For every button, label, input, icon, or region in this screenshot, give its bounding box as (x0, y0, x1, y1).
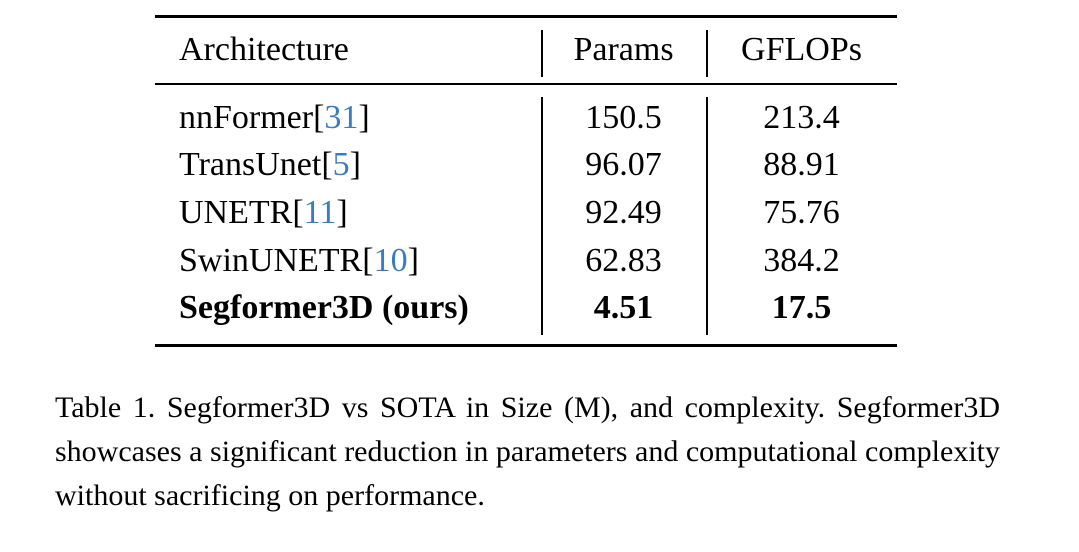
model-name: TransUnet (179, 146, 322, 183)
header-rule (155, 83, 897, 85)
citation-link[interactable]: 11 (303, 194, 337, 231)
bottom-rule (155, 344, 897, 347)
citation-link[interactable]: 31 (324, 99, 359, 136)
citation-link[interactable]: 10 (373, 242, 408, 279)
top-rule (155, 15, 897, 18)
gflops-value: 75.76 (763, 194, 840, 231)
column-divider (541, 30, 543, 77)
column-divider (706, 30, 708, 77)
header-params: Params (573, 31, 674, 68)
model-name: Segformer3D (ours) (179, 289, 469, 326)
model-name: SwinUNETR (179, 242, 363, 279)
column-divider (706, 97, 708, 335)
gflops-value: 17.5 (771, 289, 832, 326)
gflops-value: 213.4 (763, 99, 840, 136)
params-value: 96.07 (585, 146, 662, 183)
params-value: 4.51 (593, 289, 654, 326)
column-divider (541, 97, 543, 335)
header-gflops: GFLOPs (741, 31, 862, 68)
model-name: nnFormer (179, 99, 314, 136)
gflops-value: 88.91 (763, 146, 840, 183)
params-value: 92.49 (585, 194, 662, 231)
table-caption: Table 1. Segformer3D vs SOTA in Size (M)… (55, 391, 1000, 512)
model-name: UNETR (179, 194, 293, 231)
params-value: 150.5 (585, 99, 662, 136)
params-value: 62.83 (585, 242, 662, 279)
citation-link[interactable]: 5 (332, 146, 350, 183)
header-architecture: Architecture (179, 31, 349, 68)
gflops-value: 384.2 (763, 242, 840, 279)
